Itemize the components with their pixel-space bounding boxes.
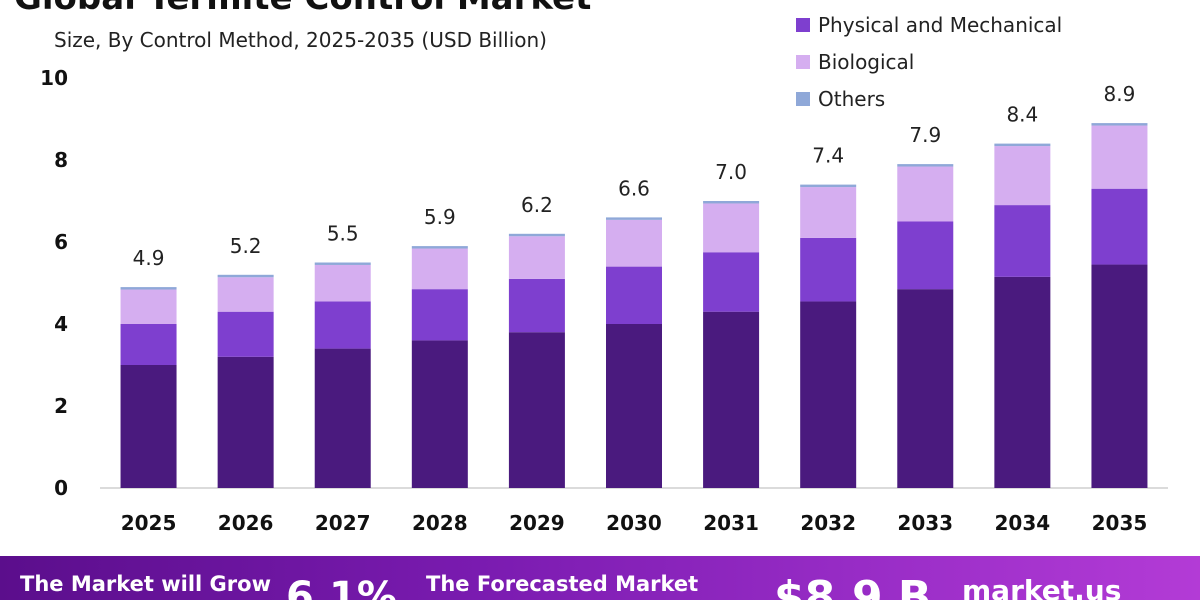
bar-segment-biological (1091, 125, 1148, 189)
x-tick-label: 2026 (218, 511, 274, 535)
bar-segment-series-0 (120, 365, 177, 488)
banner-grow-text: The Market will Grow (20, 572, 271, 596)
bar-segment-others (508, 233, 565, 237)
bar-segment-series-0 (994, 276, 1051, 488)
bar-segment-biological (994, 146, 1051, 206)
x-tick-label: 2033 (897, 511, 953, 535)
bar-segment-physical-and-mechanical (800, 237, 857, 302)
bar-segment-biological (314, 264, 371, 302)
y-tick-label: 4 (54, 312, 68, 336)
bar-segment-others (606, 217, 662, 220)
bar-segment-others (120, 287, 177, 290)
bar-segment-biological (217, 277, 274, 312)
bar-segment-series-0 (508, 332, 565, 488)
bar-segment-series-0 (897, 289, 954, 488)
legend-item-others: Others (796, 80, 1062, 117)
banner-forecast-text: The Forecasted Market (426, 572, 699, 596)
x-tick-label: 2029 (509, 511, 565, 535)
legend-swatch-others (796, 91, 810, 106)
bar-total-label: 4.9 (133, 246, 165, 270)
y-tick-label: 10 (40, 66, 68, 90)
bar-total-label: 8.4 (1006, 103, 1038, 127)
bar-segment-physical-and-mechanical (314, 301, 371, 349)
bar-total-label: 7.4 (812, 144, 844, 168)
bar-segment-others (994, 143, 1051, 147)
legend-label-biological: Biological (818, 49, 915, 74)
brand-logo: market.us (962, 574, 1122, 600)
bar-segment-series-0 (1091, 264, 1148, 488)
bar-segment-physical-and-mechanical (606, 266, 662, 324)
bar-segment-biological (800, 187, 857, 238)
bar-segment-physical-and-mechanical (217, 311, 274, 357)
bar-segment-physical-and-mechanical (120, 324, 177, 365)
bar-total-label: 5.5 (327, 222, 359, 246)
bar-segment-physical-and-mechanical (994, 205, 1051, 277)
x-tick-label: 2035 (1092, 511, 1148, 535)
bar-segment-biological (411, 248, 468, 290)
x-tick-label: 2031 (703, 511, 759, 535)
banner-cagr-value: 6.1% (286, 574, 397, 600)
stacked-bar-chart: 0 2 4 6 8 10 4.9 2025 5.2 2026 5.5 2027 5.9 2028 6.2 20… (40, 66, 1168, 535)
chart-subtitle: Size, By Control Method, 2025-2035 (USD … (54, 28, 547, 52)
bar-segment-others (314, 262, 371, 265)
bar-segment-others (1091, 123, 1148, 126)
bar-total-label: 5.2 (230, 234, 262, 258)
bar-segment-biological (120, 289, 177, 324)
bar-segment-series-0 (217, 356, 274, 488)
y-tick-label: 8 (54, 148, 68, 172)
legend-swatch-physical-mechanical (796, 17, 810, 32)
legend-label-others: Others (818, 86, 886, 111)
bar-total-label: 7.0 (715, 160, 747, 184)
bar-segment-physical-and-mechanical (411, 289, 468, 341)
bar-total-label: 6.6 (618, 176, 650, 200)
bar-segment-series-0 (314, 348, 371, 488)
legend-label-physical-mechanical: Physical and Mechanical (818, 12, 1063, 37)
bar-segment-series-0 (800, 301, 857, 488)
bar-segment-others (800, 184, 857, 188)
bar-total-label: 5.9 (424, 205, 456, 229)
legend-swatch-biological (796, 54, 810, 69)
bar-segment-biological (606, 219, 662, 267)
chart-legend: Physical and Mechanical Biological Other… (796, 6, 1062, 117)
bar-segment-others (411, 246, 468, 249)
bar-segment-physical-and-mechanical (897, 221, 954, 290)
bar-segment-physical-and-mechanical (703, 252, 760, 312)
bar-segment-others (703, 201, 760, 204)
x-tick-label: 2034 (995, 511, 1051, 535)
bar-segment-biological (508, 236, 565, 279)
banner-forecast-value: $8.9 B (774, 572, 932, 600)
x-tick-label: 2025 (121, 511, 177, 535)
bar-total-label: 8.9 (1104, 82, 1136, 106)
bar-segment-physical-and-mechanical (508, 278, 565, 333)
bar-segment-physical-and-mechanical (1091, 188, 1148, 265)
bar-segment-series-0 (411, 340, 468, 488)
legend-item-physical-mechanical: Physical and Mechanical (796, 6, 1062, 43)
bar-segment-biological (703, 203, 760, 253)
x-tick-label: 2030 (606, 511, 662, 535)
y-tick-label: 0 (54, 476, 68, 500)
y-tick-label: 2 (54, 394, 68, 418)
summary-banner: The Market will Grow 6.1% The Forecasted… (0, 556, 1200, 600)
bar-segment-others (217, 274, 274, 278)
bar-segment-series-0 (606, 324, 662, 488)
legend-item-biological: Biological (796, 43, 1062, 80)
bar-total-label: 7.9 (909, 123, 941, 147)
x-tick-label: 2027 (315, 511, 371, 535)
x-tick-label: 2032 (800, 511, 856, 535)
x-tick-label: 2028 (412, 511, 468, 535)
bar-total-label: 6.2 (521, 193, 553, 217)
y-tick-label: 6 (54, 230, 68, 254)
bar-segment-series-0 (703, 311, 760, 488)
bar-segment-biological (897, 166, 954, 222)
chart-title: Global Termite Control Market (14, 0, 591, 18)
bar-segment-others (897, 164, 954, 167)
